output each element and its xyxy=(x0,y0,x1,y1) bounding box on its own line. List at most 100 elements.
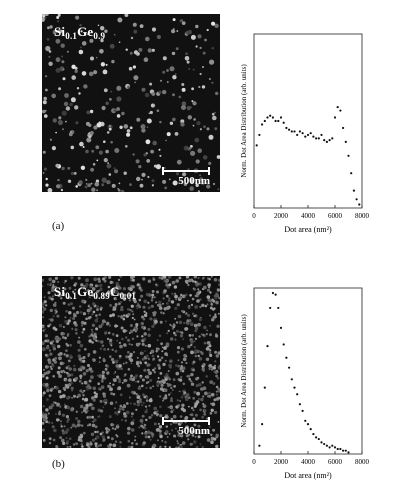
afm-dot xyxy=(166,69,169,72)
afm-dot xyxy=(109,98,112,101)
composition-part: Ge xyxy=(77,284,94,299)
afm-dot xyxy=(138,426,141,429)
afm-dot xyxy=(210,276,213,278)
afm-dot xyxy=(125,361,128,364)
afm-dot xyxy=(176,440,179,442)
data-point xyxy=(277,306,280,310)
afm-dot xyxy=(81,391,84,394)
afm-dot xyxy=(63,353,66,356)
afm-dot xyxy=(133,75,139,81)
afm-dot xyxy=(144,435,148,439)
afm-dot xyxy=(62,441,66,445)
afm-dot xyxy=(141,342,145,346)
afm-dot xyxy=(144,405,148,408)
data-point xyxy=(261,423,264,426)
afm-dot xyxy=(211,21,216,26)
data-point xyxy=(285,356,288,359)
afm-dot xyxy=(147,371,151,374)
afm-dot xyxy=(186,60,190,64)
afm-dot xyxy=(192,101,197,106)
afm-dot xyxy=(131,310,134,313)
afm-dot xyxy=(52,438,56,442)
afm-dot xyxy=(212,428,216,432)
afm-dot xyxy=(135,380,138,383)
afm-dot xyxy=(163,346,167,350)
afm-dot xyxy=(102,394,106,398)
afm-dot xyxy=(64,288,67,291)
afm-dot xyxy=(150,431,153,435)
afm-dot xyxy=(169,360,172,363)
afm-dot xyxy=(97,415,100,419)
afm-dot xyxy=(49,25,53,29)
afm-dot xyxy=(198,357,203,361)
afm-dot xyxy=(149,110,153,115)
afm-dot xyxy=(134,330,137,333)
afm-dot xyxy=(60,43,65,48)
afm-dot xyxy=(111,183,116,188)
afm-dot xyxy=(55,57,61,63)
afm-dot xyxy=(62,362,65,365)
afm-dot xyxy=(108,415,112,419)
afm-dot xyxy=(160,387,164,391)
afm-dot xyxy=(42,285,44,288)
afm-dot xyxy=(179,415,183,418)
afm-dot xyxy=(144,410,148,414)
afm-dot xyxy=(135,408,138,411)
afm-dot xyxy=(183,182,188,186)
afm-dot xyxy=(149,82,153,86)
afm-dot xyxy=(57,344,61,349)
afm-dot xyxy=(197,424,201,428)
afm-dot xyxy=(130,415,133,418)
afm-dot xyxy=(152,277,155,279)
afm-dot xyxy=(86,442,89,445)
afm-dot xyxy=(66,445,69,448)
afm-dot xyxy=(115,298,117,301)
data-point xyxy=(331,444,334,447)
afm-dot xyxy=(143,332,147,336)
afm-dot xyxy=(165,294,169,298)
afm-dot xyxy=(144,361,148,365)
afm-dot xyxy=(79,374,83,378)
afm-dot xyxy=(95,56,98,59)
afm-dot xyxy=(166,375,169,378)
afm-dot xyxy=(118,302,121,306)
afm-dot xyxy=(53,285,57,289)
afm-dot xyxy=(114,169,119,174)
afm-dot xyxy=(68,373,72,377)
afm-dot xyxy=(105,63,108,66)
afm-dot xyxy=(188,396,191,399)
afm-dot xyxy=(193,314,196,318)
afm-dot xyxy=(217,421,220,423)
afm-dot xyxy=(165,342,170,347)
afm-dot xyxy=(158,276,162,280)
afm-dot xyxy=(104,392,107,395)
afm-dot xyxy=(108,341,113,345)
afm-dot xyxy=(193,423,197,427)
afm-dot xyxy=(104,331,108,335)
afm-dot xyxy=(135,159,140,164)
afm-dot xyxy=(70,276,74,280)
afm-dot xyxy=(60,370,64,374)
afm-dot xyxy=(172,409,175,412)
afm-dot xyxy=(48,394,52,398)
afm-dot xyxy=(186,393,190,397)
afm-dot xyxy=(199,174,202,177)
afm-dot xyxy=(52,315,55,318)
afm-dot xyxy=(74,105,79,110)
afm-dot xyxy=(208,344,212,348)
afm-dot xyxy=(63,101,69,107)
afm-dot xyxy=(206,341,211,345)
afm-dot xyxy=(72,306,75,310)
afm-dot xyxy=(110,90,113,93)
afm-dot xyxy=(122,317,126,321)
afm-dot xyxy=(201,85,206,89)
composition-label-b: Si0.1Ge0.89C0.01 xyxy=(54,284,136,301)
afm-dot xyxy=(65,415,69,419)
afm-dot xyxy=(206,417,209,420)
data-point xyxy=(306,423,310,426)
afm-dot xyxy=(159,380,163,383)
afm-dot xyxy=(168,446,172,448)
data-point xyxy=(301,409,304,412)
afm-dot xyxy=(46,339,50,343)
afm-dot xyxy=(206,295,211,299)
